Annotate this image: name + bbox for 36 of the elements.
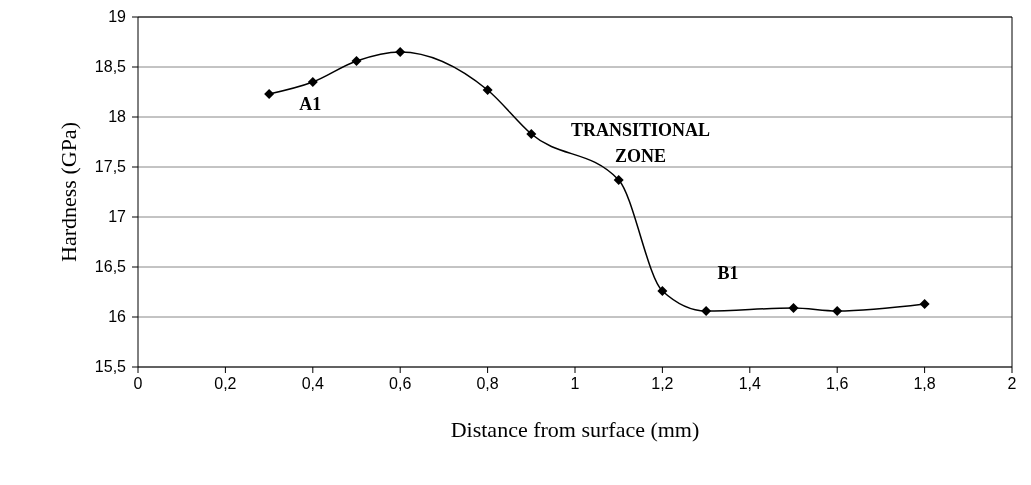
y-tick-label: 15,5 [94, 358, 127, 375]
x-tick-label: 0,8 [476, 375, 499, 392]
point [482, 85, 493, 95]
x-tick-label: 0,2 [214, 375, 237, 392]
x-axis-title: Distance from surface (mm) [450, 417, 700, 442]
x-tick-label: 2 [1007, 375, 1017, 392]
point [613, 175, 624, 185]
point [307, 77, 318, 87]
x-tick-label: 0,6 [389, 375, 412, 392]
x-tick-label: 1,4 [738, 375, 762, 392]
x-tick-label: 0,4 [301, 375, 325, 392]
point [264, 89, 275, 99]
point [351, 56, 362, 66]
point [526, 129, 537, 139]
y-tick-label: 16 [108, 308, 127, 325]
y-tick-label: 18 [108, 108, 127, 125]
point [788, 303, 799, 313]
y-tick-label: 16,5 [94, 258, 127, 275]
x-tick-label: 1 [570, 375, 580, 392]
annotation: B1 [717, 262, 739, 283]
x-tick-label: 1,6 [826, 375, 849, 392]
annotation: TRANSITIONAL ZONE [571, 120, 711, 166]
x-tick-label: 1,8 [913, 375, 936, 392]
y-tick-label: 17,5 [94, 158, 127, 175]
point [832, 306, 843, 316]
point [919, 299, 930, 309]
point [395, 47, 406, 57]
y-tick-label: 18,5 [94, 58, 127, 75]
point [701, 306, 712, 316]
y-tick-label: 17 [108, 208, 127, 225]
y-axis-title: Hardness (GPa) [55, 122, 81, 262]
x-tick-label: 0 [133, 375, 143, 392]
annotation: A1 [299, 94, 322, 115]
y-tick-label: 19 [108, 8, 127, 25]
x-tick-label: 1,2 [651, 375, 674, 392]
point [657, 286, 668, 296]
